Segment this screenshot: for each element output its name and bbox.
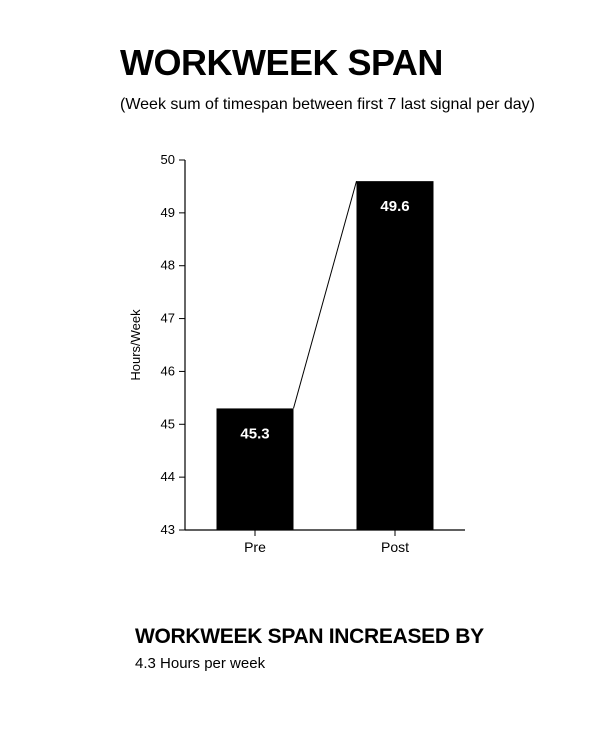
bar-value-label: 49.6 — [380, 198, 409, 215]
y-tick-label: 49 — [161, 205, 175, 220]
connector-line — [294, 181, 357, 408]
chart-svg: 43 44 45 46 47 48 49 50 Hours/Week 45.3 Pre 49.6 Pos… — [120, 150, 480, 570]
footer-headline: WORKWEEK SPAN INCREASED BY — [135, 625, 484, 649]
y-tick-label: 45 — [161, 416, 175, 431]
x-category-label: Post — [381, 539, 409, 555]
bar-chart: 43 44 45 46 47 48 49 50 Hours/Week 45.3 Pre 49.6 Pos… — [120, 150, 480, 570]
page: WORKWEEK SPAN (Week sum of timespan betw… — [0, 0, 612, 731]
chart-title: WORKWEEK SPAN — [120, 42, 443, 84]
bar-value-label: 45.3 — [240, 425, 269, 442]
footer-detail: 4.3 Hours per week — [135, 655, 265, 672]
x-category-label: Pre — [244, 539, 266, 555]
y-tick-label: 46 — [161, 363, 175, 378]
bar — [357, 181, 434, 530]
y-tick-label: 48 — [161, 258, 175, 273]
y-tick-label: 44 — [161, 469, 175, 484]
chart-subtitle: (Week sum of timespan between first 7 la… — [120, 96, 535, 114]
y-tick-label: 47 — [161, 311, 175, 326]
y-tick-label: 43 — [161, 522, 175, 537]
y-axis-label: Hours/Week — [128, 309, 143, 381]
y-tick-label: 50 — [161, 152, 175, 167]
